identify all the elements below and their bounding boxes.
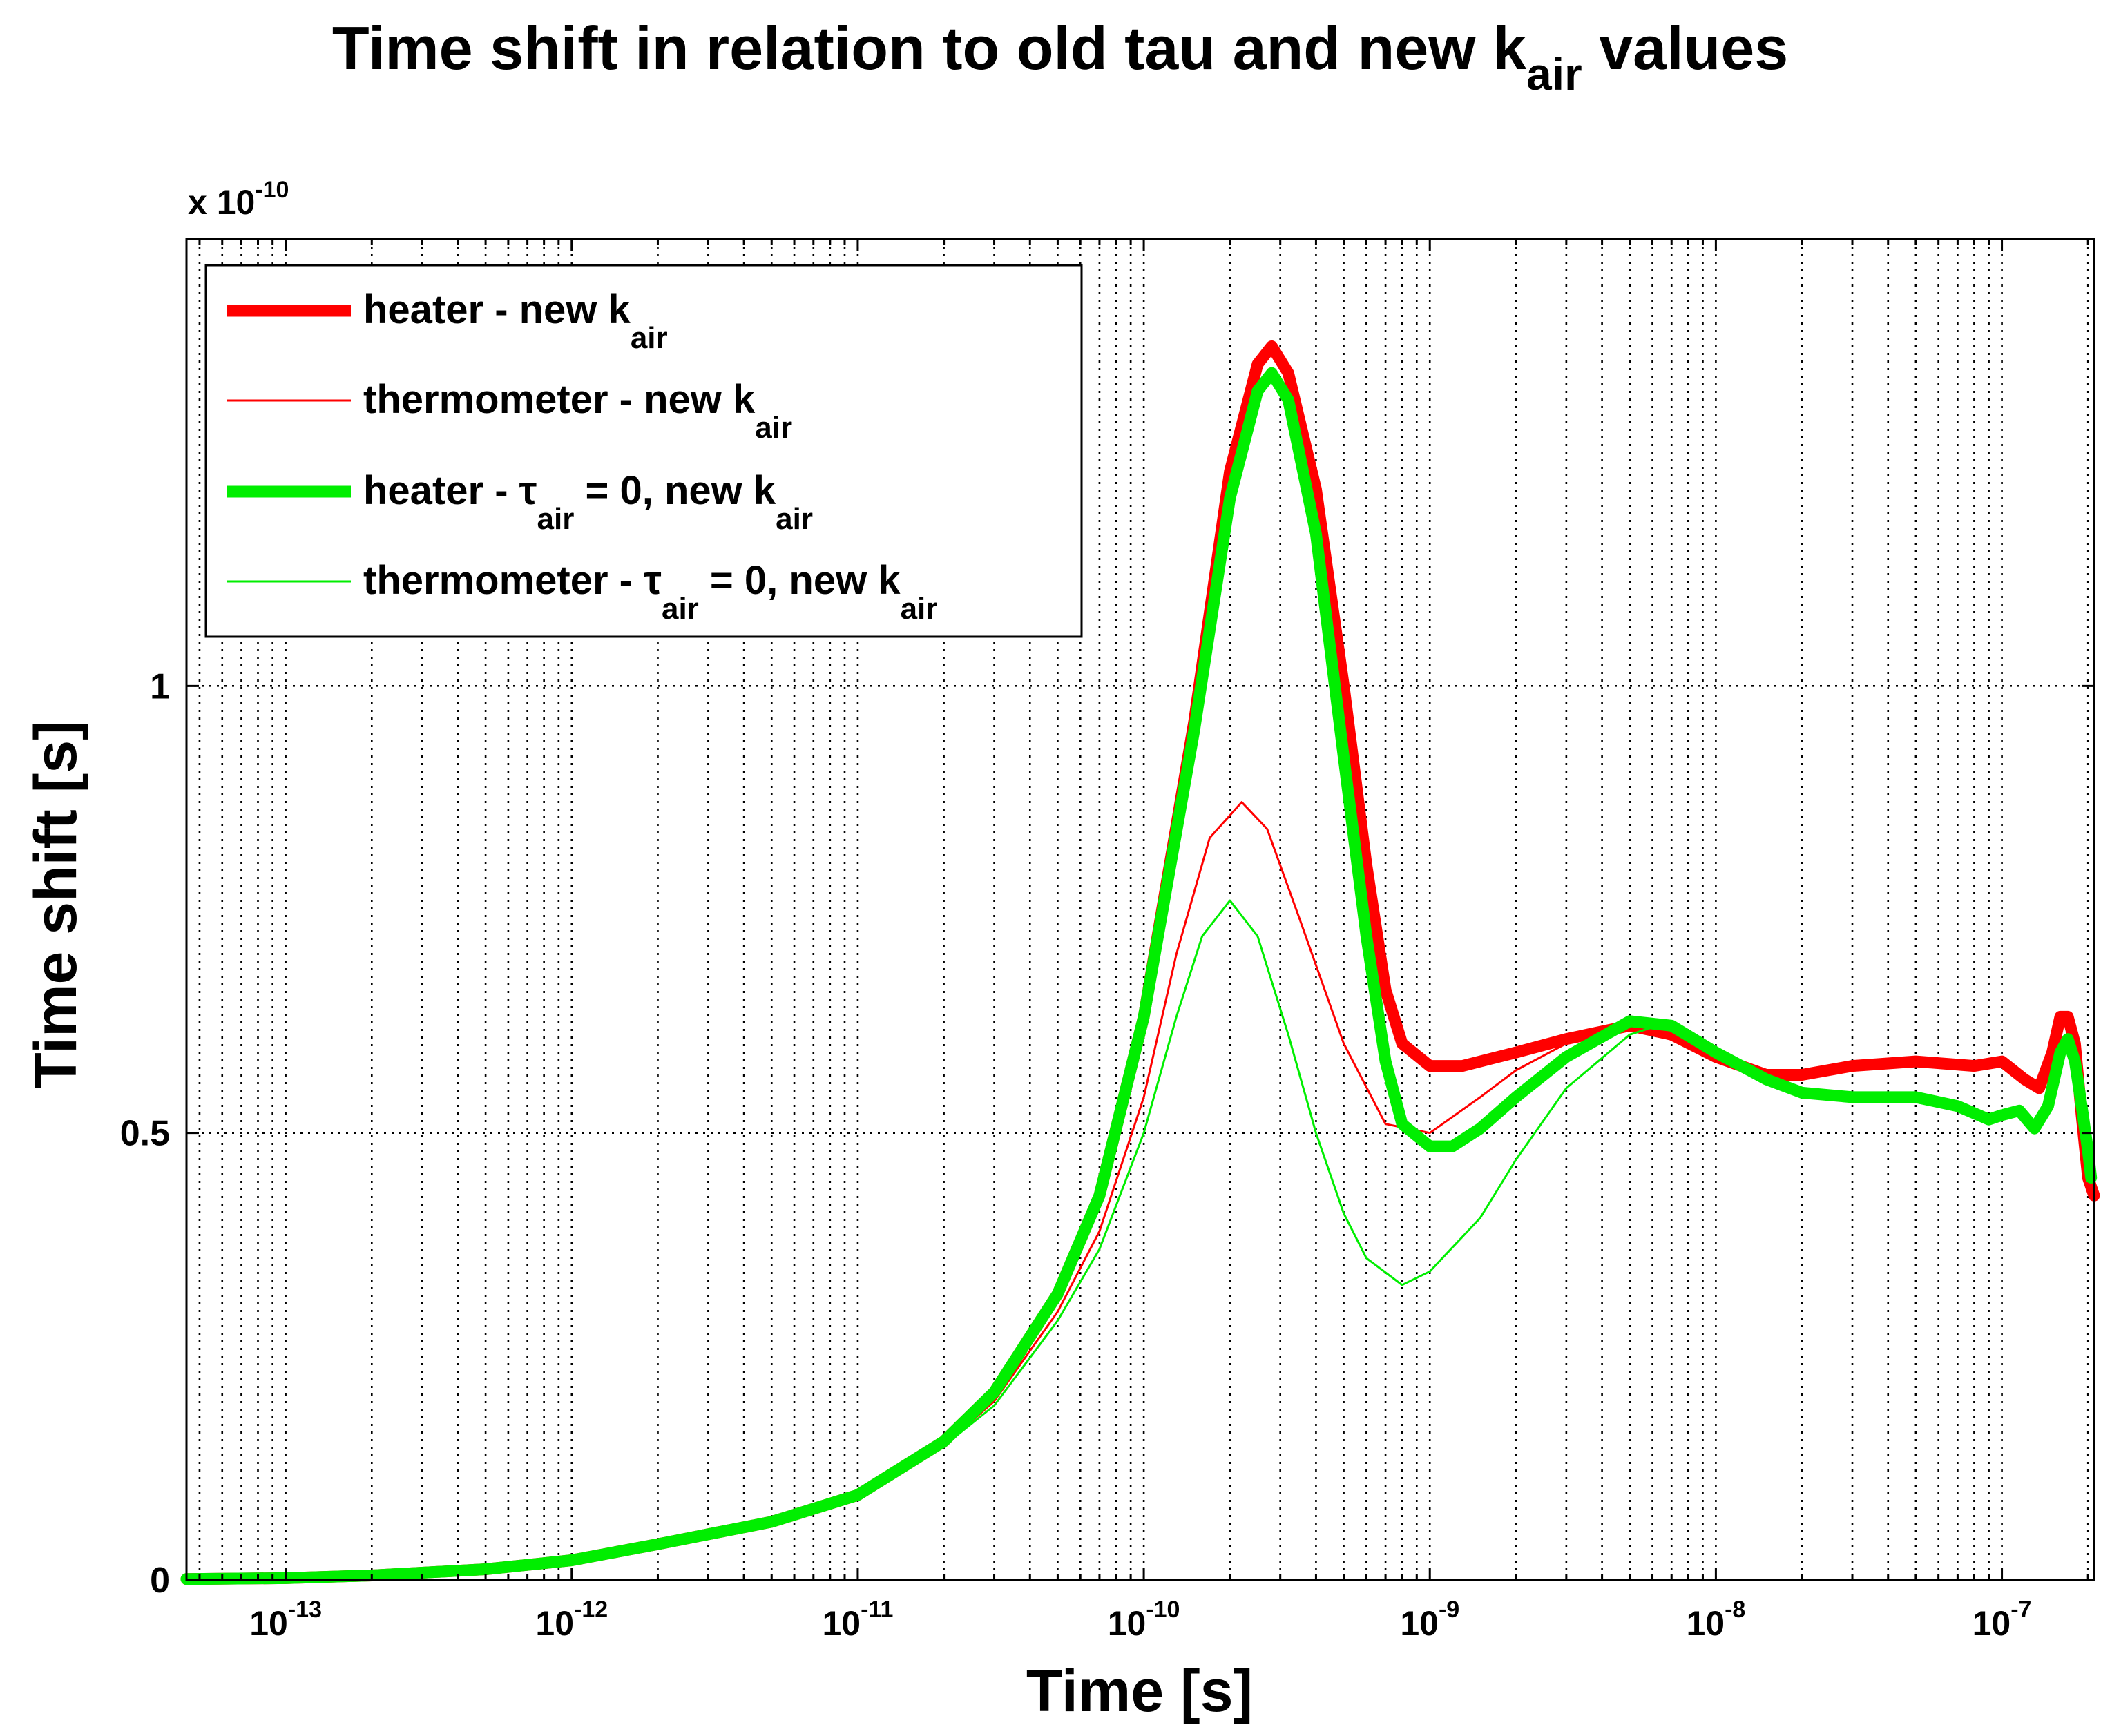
x-tick-label: 10-9: [1400, 1597, 1459, 1643]
plot-area: 0 0.5 1 10-13 10-12 10-11 10-10 10-9 10-8 10-7: [120, 238, 2100, 1643]
series-line-heater-tau0-new-kair: [180, 367, 2098, 1585]
legend-box: [204, 264, 1083, 638]
y-tick-label: 1: [150, 666, 170, 706]
y-tick-label: 0: [150, 1561, 170, 1601]
y-tick-label: 0.5: [120, 1114, 170, 1154]
plot-frame: [185, 238, 2095, 1581]
chart-title: Time shift in relation to old tau and ne…: [332, 14, 1788, 99]
x-tick-label: 10-11: [822, 1597, 893, 1643]
legend-label-thermometer-new-kair: thermometer - new kair: [363, 377, 792, 445]
y-axis-label: Time shift [s]: [23, 720, 89, 1089]
x-tick-label: 10-7: [1973, 1597, 2032, 1643]
x-tick-label: 10-10: [1108, 1597, 1180, 1643]
legend-label-heater-new-kair: heater - new kair: [363, 287, 668, 355]
series-line-thermometer-tau0-new-kair: [185, 899, 1673, 1581]
legend-label-thermometer-tau0-new-kair: thermometer - τair = 0, new kair: [363, 558, 937, 626]
y-multiplier: x 10-10: [188, 177, 289, 222]
legend: heater - new kair thermometer - new kair h…: [204, 264, 1083, 638]
grid: [186, 239, 2094, 1580]
legend-label-heater-tau0-new-kair: heater - τair = 0, new kair: [363, 468, 813, 536]
x-tick-label: 10-13: [249, 1597, 322, 1643]
x-axis-label: Time [s]: [1026, 1658, 1253, 1724]
x-tick-label: 10-12: [535, 1597, 608, 1643]
x-tick-label: 10-8: [1686, 1597, 1745, 1643]
ticks: 0 0.5 1 10-13 10-12 10-11 10-10 10-9 10-8 10-7: [120, 239, 2094, 1643]
series-layer: [180, 340, 2100, 1585]
